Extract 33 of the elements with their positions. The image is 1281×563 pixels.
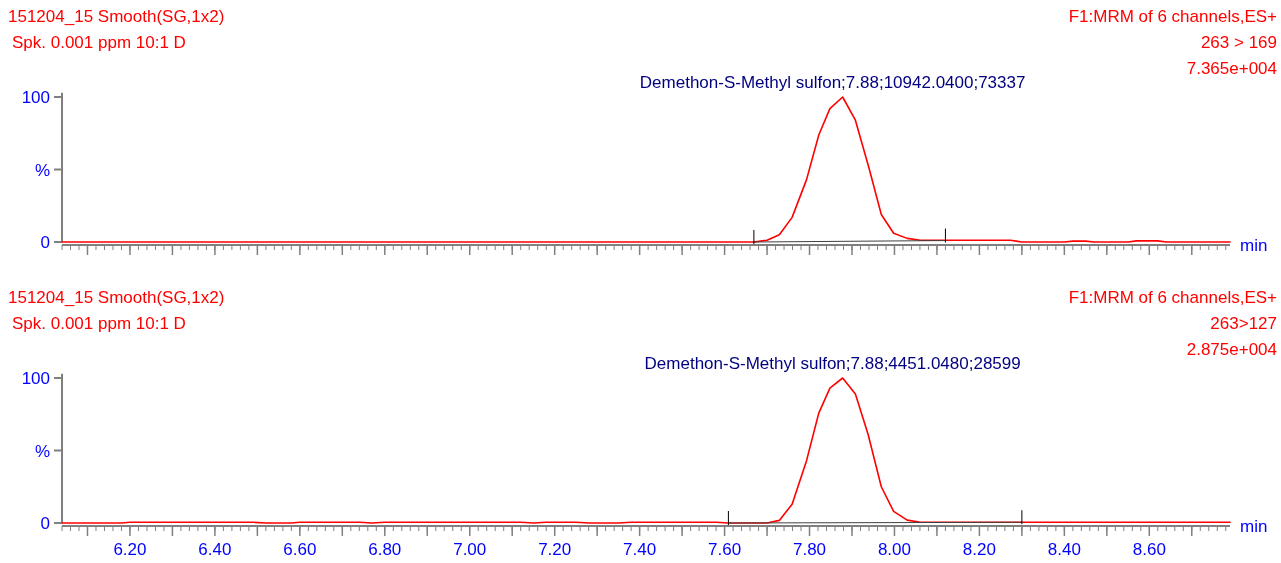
- x-tick-label: 7.20: [538, 540, 572, 559]
- text: F1:MRM of 6 channels,ES+: [1068, 7, 1278, 26]
- x-tick-label: 8.00: [877, 540, 912, 559]
- annotation: Demethon-S-Methyl sulfon;7.88;4451.0480;28599: [644, 354, 1021, 373]
- y-tick-label: 0: [40, 514, 50, 533]
- x-tick-label: 8.60: [1132, 540, 1166, 559]
- text: 263>127: [1210, 314, 1277, 333]
- x-tick-label: 7.60: [708, 540, 742, 559]
- text: 7.365e+004: [1186, 59, 1277, 78]
- y-axis-title: %: [34, 441, 50, 461]
- y-tick-label: 0: [40, 233, 50, 252]
- chart-title: 151204_15 Smooth(SG,1x2): [8, 288, 225, 307]
- x-tick-label: 6.80: [368, 540, 402, 559]
- x-tick-label: 6.60: [283, 540, 317, 559]
- x-tick-label: 8.20: [962, 540, 996, 559]
- x-axis-title: min: [1240, 236, 1268, 255]
- y-tick-label: 100: [21, 88, 50, 107]
- x-tick-label: 7.40: [623, 540, 657, 559]
- chart-subtitle: Spk. 0.001 ppm 10:1 D: [12, 314, 186, 333]
- x-tick-label: 7.00: [453, 540, 487, 559]
- x-tick-label: 6.40: [198, 540, 232, 559]
- text: 263 > 169: [1200, 33, 1277, 52]
- text: 2.875e+004: [1186, 340, 1277, 359]
- x-tick-label: 6.20: [113, 540, 147, 559]
- y-tick-label: 100: [21, 369, 50, 388]
- text: F1:MRM of 6 channels,ES+: [1068, 288, 1278, 307]
- x-axis-title: min: [1240, 517, 1268, 536]
- y-axis-title: %: [34, 160, 50, 180]
- chart-subtitle: Spk. 0.001 ppm 10:1 D: [12, 33, 186, 52]
- x-tick-label: 7.80: [792, 540, 827, 559]
- x-tick-label: 8.40: [1047, 540, 1081, 559]
- annotation: Demethon-S-Methyl sulfon;7.88;10942.0400;73337: [639, 73, 1026, 92]
- chart-title: 151204_15 Smooth(SG,1x2): [8, 7, 225, 26]
